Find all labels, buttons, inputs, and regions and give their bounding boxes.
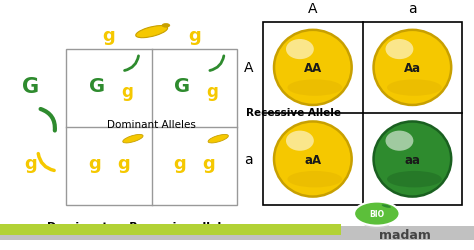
Text: g: g bbox=[117, 155, 129, 173]
Ellipse shape bbox=[274, 122, 352, 197]
Text: A: A bbox=[308, 2, 318, 16]
FancyArrowPatch shape bbox=[38, 154, 54, 171]
Ellipse shape bbox=[286, 131, 314, 151]
Bar bbox=[263, 22, 462, 205]
Ellipse shape bbox=[208, 135, 228, 143]
Bar bbox=[66, 50, 237, 205]
FancyArrowPatch shape bbox=[125, 56, 138, 71]
Text: g: g bbox=[103, 27, 115, 45]
Bar bbox=[0, 226, 474, 240]
Text: a: a bbox=[408, 2, 417, 16]
Text: A: A bbox=[244, 61, 254, 75]
Text: g: g bbox=[206, 82, 219, 100]
Text: madam: madam bbox=[379, 228, 431, 241]
Text: g: g bbox=[202, 155, 215, 173]
Text: a: a bbox=[245, 152, 253, 166]
Text: G: G bbox=[22, 76, 39, 96]
Text: g: g bbox=[121, 82, 133, 100]
Text: g: g bbox=[89, 155, 101, 173]
Text: g: g bbox=[25, 155, 37, 173]
Text: aa: aa bbox=[404, 153, 420, 166]
Ellipse shape bbox=[364, 219, 390, 229]
Text: AA: AA bbox=[304, 62, 322, 74]
Text: aA: aA bbox=[304, 153, 321, 166]
Ellipse shape bbox=[123, 135, 143, 143]
Ellipse shape bbox=[385, 131, 413, 151]
Ellipse shape bbox=[382, 204, 391, 208]
Ellipse shape bbox=[286, 40, 314, 60]
Text: Aa: Aa bbox=[404, 62, 421, 74]
Text: Recessive Allele: Recessive Allele bbox=[246, 108, 341, 118]
Text: g: g bbox=[174, 155, 186, 173]
FancyArrowPatch shape bbox=[210, 56, 224, 71]
Ellipse shape bbox=[287, 80, 342, 96]
Ellipse shape bbox=[387, 80, 442, 96]
Text: G: G bbox=[89, 77, 105, 96]
Ellipse shape bbox=[287, 171, 342, 188]
Text: g: g bbox=[188, 27, 201, 45]
Bar bbox=[0, 224, 341, 235]
Ellipse shape bbox=[374, 31, 451, 106]
Text: Dominant Alleles: Dominant Alleles bbox=[107, 120, 196, 130]
Ellipse shape bbox=[136, 26, 168, 38]
Ellipse shape bbox=[162, 24, 170, 28]
Ellipse shape bbox=[387, 171, 442, 188]
Ellipse shape bbox=[374, 122, 451, 197]
Circle shape bbox=[354, 202, 400, 226]
Text: G: G bbox=[174, 77, 191, 96]
Ellipse shape bbox=[385, 40, 413, 60]
Text: BIO: BIO bbox=[369, 209, 384, 218]
FancyArrowPatch shape bbox=[41, 110, 55, 131]
Ellipse shape bbox=[274, 31, 352, 106]
Text: Dominant vs Recessive allele: Dominant vs Recessive allele bbox=[47, 221, 229, 231]
